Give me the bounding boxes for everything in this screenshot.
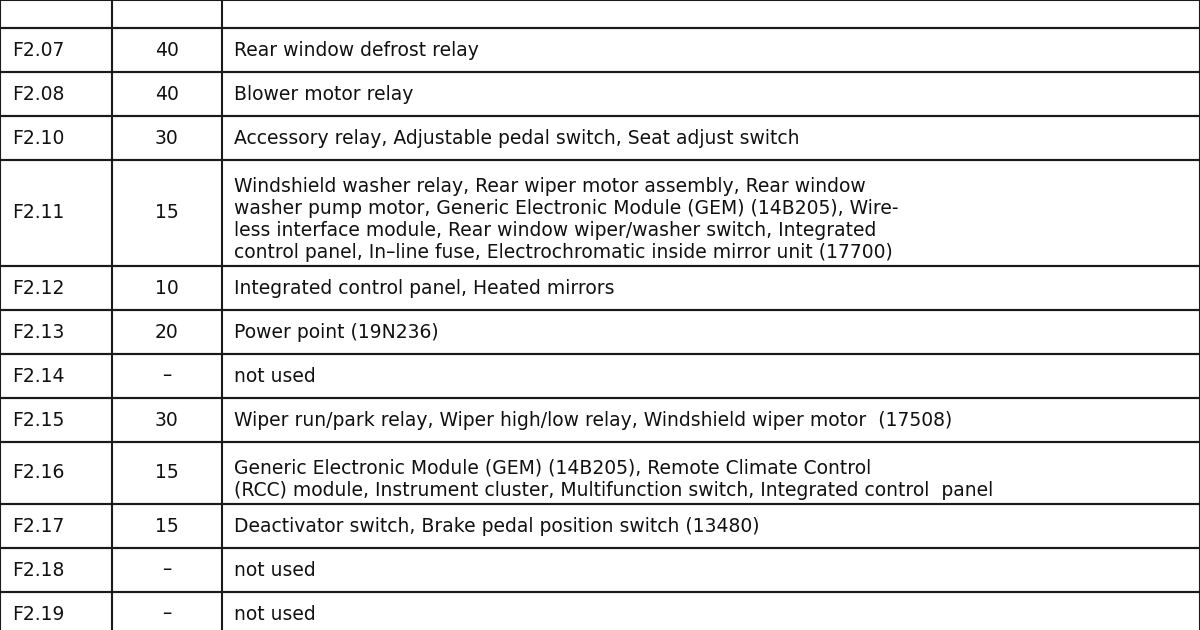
Text: F2.15: F2.15 <box>12 411 65 430</box>
Text: 15: 15 <box>155 464 179 483</box>
Text: 40: 40 <box>155 40 179 59</box>
Text: F2.12: F2.12 <box>12 278 65 297</box>
Text: 15: 15 <box>155 517 179 536</box>
Text: F2.16: F2.16 <box>12 464 65 483</box>
Text: F2.19: F2.19 <box>12 605 65 624</box>
Text: less interface module, Rear window wiper/washer switch, Integrated: less interface module, Rear window wiper… <box>234 220 876 239</box>
Text: F2.11: F2.11 <box>12 203 65 222</box>
Text: –: – <box>162 605 172 624</box>
Text: not used: not used <box>234 605 316 624</box>
Text: F2.10: F2.10 <box>12 129 65 147</box>
Text: 15: 15 <box>155 203 179 222</box>
Text: 30: 30 <box>155 129 179 147</box>
Text: F2.07: F2.07 <box>12 40 65 59</box>
Text: –: – <box>162 561 172 580</box>
Text: Wiper run/park relay, Wiper high/low relay, Windshield wiper motor  (17508): Wiper run/park relay, Wiper high/low rel… <box>234 411 953 430</box>
Text: 30: 30 <box>155 411 179 430</box>
Text: Power point (19N236): Power point (19N236) <box>234 323 439 341</box>
Text: (RCC) module, Instrument cluster, Multifunction switch, Integrated control  pane: (RCC) module, Instrument cluster, Multif… <box>234 481 994 500</box>
Text: F2.13: F2.13 <box>12 323 65 341</box>
Text: 40: 40 <box>155 84 179 103</box>
Text: Integrated control panel, Heated mirrors: Integrated control panel, Heated mirrors <box>234 278 614 297</box>
Text: not used: not used <box>234 561 316 580</box>
Text: Rear window defrost relay: Rear window defrost relay <box>234 40 479 59</box>
Text: Blower motor relay: Blower motor relay <box>234 84 413 103</box>
Text: Windshield washer relay, Rear wiper motor assembly, Rear window: Windshield washer relay, Rear wiper moto… <box>234 176 865 196</box>
Text: Deactivator switch, Brake pedal position switch (13480): Deactivator switch, Brake pedal position… <box>234 517 760 536</box>
Text: –: – <box>162 367 172 386</box>
Text: Accessory relay, Adjustable pedal switch, Seat adjust switch: Accessory relay, Adjustable pedal switch… <box>234 129 799 147</box>
Text: F2.08: F2.08 <box>12 84 65 103</box>
Text: 10: 10 <box>155 278 179 297</box>
Text: control panel, In–line fuse, Electrochromatic inside mirror unit (17700): control panel, In–line fuse, Electrochro… <box>234 243 893 261</box>
Text: washer pump motor, Generic Electronic Module (GEM) (14B205), Wire-: washer pump motor, Generic Electronic Mo… <box>234 198 899 218</box>
Text: F2.18: F2.18 <box>12 561 65 580</box>
Text: 20: 20 <box>155 323 179 341</box>
Text: F2.14: F2.14 <box>12 367 65 386</box>
Text: Generic Electronic Module (GEM) (14B205), Remote Climate Control: Generic Electronic Module (GEM) (14B205)… <box>234 459 871 478</box>
Text: F2.17: F2.17 <box>12 517 65 536</box>
Text: not used: not used <box>234 367 316 386</box>
